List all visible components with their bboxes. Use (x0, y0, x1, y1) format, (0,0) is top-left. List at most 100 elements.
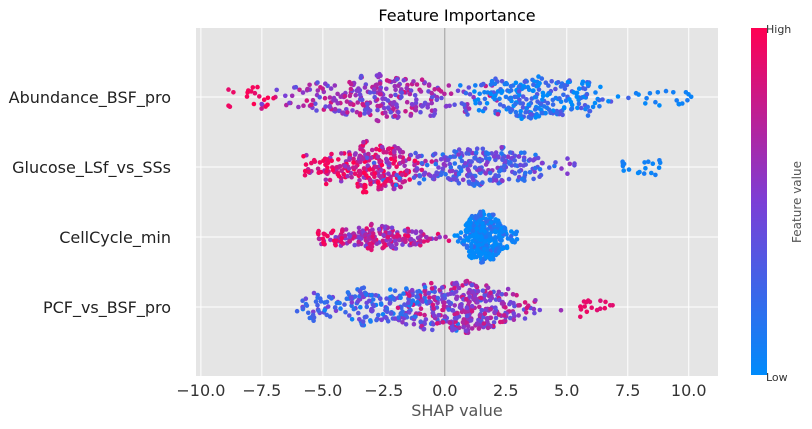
shap-point (448, 91, 454, 96)
shap-point (487, 170, 493, 176)
shap-point (346, 166, 352, 171)
shap-point (480, 146, 486, 152)
beeswarm-points (226, 71, 694, 336)
shap-point (317, 95, 323, 100)
shap-point (322, 95, 328, 101)
shap-point (418, 109, 423, 115)
shap-point (520, 94, 526, 99)
shap-point (356, 239, 362, 245)
shap-point (381, 150, 387, 155)
shap-point (370, 308, 375, 313)
shap-point (365, 246, 371, 251)
shap-point (313, 101, 318, 106)
shap-point (452, 176, 457, 182)
shap-point (387, 161, 392, 166)
shap-point (430, 327, 435, 333)
shap-point (483, 298, 489, 304)
shap-point (656, 165, 662, 170)
shap-point (325, 157, 330, 162)
shap-point (427, 299, 432, 304)
shap-point (469, 303, 475, 309)
shap-point (357, 112, 363, 118)
shap-point (620, 159, 625, 164)
shap-point (405, 233, 411, 239)
shap-point (463, 279, 469, 284)
shap-point (421, 326, 427, 332)
shap-point (531, 176, 536, 182)
shap-point (369, 221, 374, 227)
shap-point (398, 295, 403, 301)
shap-point (493, 252, 499, 258)
shap-point (501, 104, 507, 109)
shap-point (347, 155, 352, 161)
shap-point (427, 236, 433, 242)
shap-point (487, 224, 493, 230)
shap-point (244, 94, 250, 99)
shap-point (541, 104, 547, 109)
shap-point (400, 159, 406, 165)
shap-point (477, 100, 483, 106)
shap-point (488, 220, 494, 225)
shap-point (387, 79, 392, 84)
shap-point (467, 92, 473, 97)
shap-point (305, 86, 310, 92)
shap-point (403, 322, 409, 327)
shap-point (388, 156, 394, 162)
shap-point (461, 102, 467, 107)
shap-point (429, 90, 435, 96)
shap-point (547, 165, 552, 170)
shap-point (327, 314, 333, 319)
shap-point (313, 299, 319, 304)
shap-point (436, 165, 441, 170)
shap-point (393, 246, 399, 251)
shap-point (514, 292, 519, 298)
shap-point (315, 292, 321, 298)
shap-point (400, 242, 405, 247)
shap-point (426, 82, 432, 87)
shap-point (518, 100, 523, 106)
shap-point (389, 244, 394, 250)
shap-point (338, 239, 344, 245)
shap-point (457, 325, 462, 331)
shap-point (477, 313, 483, 318)
shap-point (598, 84, 603, 90)
shap-point (466, 85, 472, 90)
shap-point (642, 160, 647, 165)
shap-point (493, 235, 498, 240)
shap-point (252, 90, 258, 96)
shap-point (511, 300, 516, 306)
shap-point (323, 177, 329, 183)
shap-point (594, 307, 600, 313)
shap-point (521, 84, 527, 89)
shap-point (315, 302, 320, 308)
shap-point (562, 86, 568, 91)
shap-point (502, 163, 507, 168)
shap-point (301, 154, 306, 159)
shap-point (510, 292, 516, 297)
shap-point (334, 300, 340, 306)
shap-point (408, 152, 414, 158)
shap-point (443, 234, 448, 240)
shap-point (338, 94, 344, 99)
shap-point (431, 322, 436, 327)
shap-point (394, 164, 399, 170)
shap-point (499, 292, 505, 297)
shap-point (394, 102, 399, 107)
shap-point (421, 239, 427, 244)
shap-point (331, 95, 337, 101)
shap-point (418, 243, 423, 248)
shap-point (495, 111, 501, 117)
shap-point (375, 103, 380, 109)
shap-point (332, 106, 338, 112)
shap-point (491, 212, 496, 218)
shap-point (363, 232, 368, 237)
shap-point (393, 182, 399, 188)
shap-point (522, 300, 528, 305)
shap-point (483, 234, 489, 240)
shap-point (532, 107, 538, 112)
shap-point (391, 106, 396, 112)
shap-point (324, 169, 329, 174)
shap-point (447, 103, 452, 109)
shap-point (466, 290, 471, 296)
shap-point (508, 88, 514, 93)
